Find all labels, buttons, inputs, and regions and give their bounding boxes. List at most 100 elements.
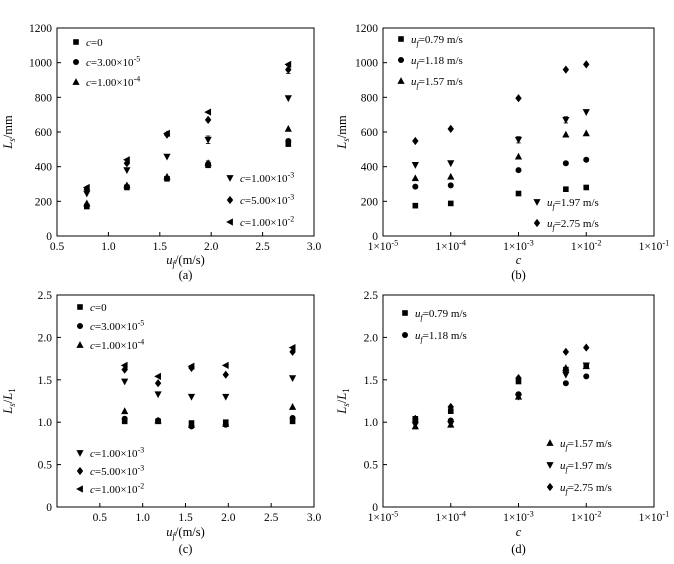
square-marker <box>77 304 83 310</box>
triangle-down-marker <box>411 421 419 429</box>
triangle-down-marker <box>163 153 171 161</box>
y-tick-label: 0 <box>46 231 52 243</box>
y-tick-label: 1.5 <box>38 375 53 387</box>
y-tick-label: 0 <box>46 502 52 514</box>
triangle-down-marker <box>76 450 84 457</box>
circle-marker <box>447 182 454 189</box>
square-marker <box>398 36 404 42</box>
legend-label: uf=1.97 m/s <box>560 460 612 474</box>
triangle-left-marker <box>284 60 292 68</box>
triangle-left-marker <box>154 372 161 381</box>
triangle-up-marker <box>411 174 419 182</box>
series-uf=1.97 <box>411 109 590 169</box>
legend-bl: c=1.00×10-3 c=5.00×10-3 c=1.00×10-2 <box>76 445 144 496</box>
series-uf=1.97 <box>411 362 590 429</box>
legend-br: uf=1.97 m/s uf=2.75 m/s <box>533 197 599 232</box>
y-tick-label: 1.5 <box>364 375 379 387</box>
x-tick-label: 1×10-4 <box>435 239 466 254</box>
legend-label: c=1.00×10-3 <box>240 170 294 185</box>
x-tick-label: 1×10-2 <box>571 239 602 254</box>
diamond-marker <box>412 414 419 423</box>
x-axis: 0.5 1.0 1.5 2.0 2.5 3.0 <box>93 503 321 524</box>
legend-tl: uf=0.79 m/s uf=1.18 m/s uf=1.57 m/s <box>397 34 463 90</box>
x-tick-label: 1×10-4 <box>435 510 466 525</box>
y-tick-label: 800 <box>35 92 53 104</box>
circle-marker <box>398 57 404 63</box>
triangle-up-marker <box>154 416 162 424</box>
triangle-left-marker <box>226 218 233 226</box>
x-tick-label: 2.5 <box>264 512 279 524</box>
legend-br: uf=1.57 m/s uf=1.97 m/s uf=2.75 m/s <box>546 438 612 496</box>
legend-label: uf=2.75 m/s <box>560 482 612 496</box>
subplot-a: 0.5 1.0 1.5 2.0 2.5 3.0 0 200 400 600 800 1000 1200 u… <box>0 0 337 282</box>
diamond-marker <box>447 124 454 133</box>
series-c=1.00e-3 <box>83 95 292 198</box>
x-axis-label: uf/(m/s) <box>166 253 205 269</box>
triangle-down-marker <box>154 391 162 399</box>
legend-label: uf=1.97 m/s <box>547 197 599 211</box>
triangle-down-marker <box>447 420 455 428</box>
diamond-marker <box>562 65 570 74</box>
square-marker <box>447 200 454 207</box>
y-tick-label: 0.5 <box>38 460 53 472</box>
x-tick-label: 1.0 <box>101 241 116 253</box>
x-tick-label: 3.0 <box>307 241 322 253</box>
triangle-down-marker <box>514 393 523 401</box>
triangle-left-marker <box>204 108 212 116</box>
y-axis-label: Ls/L1 <box>337 388 351 414</box>
x-tick-label: 1×10-5 <box>368 510 399 525</box>
subplot-b: 1×10-5 1×10-4 1×10-3 1×10-2 1×10-1 0 200 400 600… <box>337 0 674 282</box>
y-axis: 0 200 400 600 800 1000 1200 <box>29 23 61 243</box>
series-c=1.00e-4 <box>83 124 292 207</box>
triangle-down-marker <box>288 375 297 383</box>
legend-label: uf=2.75 m/s <box>547 218 599 232</box>
triangle-up-marker <box>447 172 455 180</box>
subplot-c: 0.5 1.0 1.5 2.0 2.5 3.0 0 0.5 1.0 1.5 2.0 2.5 uf/(m/… <box>0 282 337 564</box>
y-tick-label: 600 <box>35 127 53 139</box>
legend-label: c=5.00×10-3 <box>90 463 144 478</box>
y-tick-label: 1000 <box>29 58 52 70</box>
x-tick-label: 2.5 <box>255 241 270 253</box>
series-uf=2.75 <box>412 343 590 423</box>
triangle-up-marker <box>83 199 91 207</box>
legend-label: c=0 <box>86 37 103 49</box>
y-axis: 0 0.5 1.0 1.5 2.0 2.5 <box>38 290 61 514</box>
legend-label: uf=0.79 m/s <box>415 308 467 322</box>
y-axis: 0 0.5 1.0 1.5 2.0 2.5 <box>364 290 387 514</box>
diamond-marker <box>562 347 570 356</box>
triangle-up-marker <box>514 152 523 160</box>
y-tick-label: 0 <box>372 231 378 243</box>
y-tick-label: 800 <box>361 92 379 104</box>
y-tick-label: 1200 <box>355 23 378 35</box>
triangle-down-marker <box>187 393 196 401</box>
x-tick-label: 1×10-1 <box>639 239 670 254</box>
triangle-left-marker <box>82 183 90 192</box>
legend-label: c=1.00×10-3 <box>90 445 144 460</box>
triangle-left-marker <box>187 362 195 370</box>
y-tick-label: 200 <box>35 196 53 208</box>
circle-marker <box>583 156 590 163</box>
x-axis: 0.5 1.0 1.5 2.0 2.5 3.0 <box>50 232 322 253</box>
legend-label: uf=1.18 m/s <box>411 55 463 69</box>
triangle-up-marker <box>284 124 292 132</box>
circle-marker <box>77 323 83 329</box>
legend-label: c=0 <box>90 302 107 314</box>
y-axis-label: Ls/mm <box>337 115 351 150</box>
square-marker <box>447 408 454 414</box>
circle-marker <box>583 373 590 380</box>
triangle-up-marker <box>204 159 212 167</box>
square-marker <box>412 202 419 209</box>
x-axis-label: uf/(m/s) <box>166 525 205 541</box>
legend-label: c=1.00×10-4 <box>86 74 140 89</box>
square-marker <box>563 186 569 192</box>
triangle-down-marker <box>546 462 554 469</box>
triangle-left-marker <box>120 361 128 369</box>
subplot-caption: (c) <box>179 542 193 556</box>
y-tick-label: 400 <box>35 162 53 174</box>
y-tick-label: 200 <box>361 196 379 208</box>
x-tick-label: 0.5 <box>50 241 65 253</box>
legend-label: uf=1.18 m/s <box>415 330 467 344</box>
circle-marker <box>121 415 128 422</box>
legend-label: c=3.00×10-5 <box>86 54 140 69</box>
triangle-up-marker <box>187 420 196 428</box>
